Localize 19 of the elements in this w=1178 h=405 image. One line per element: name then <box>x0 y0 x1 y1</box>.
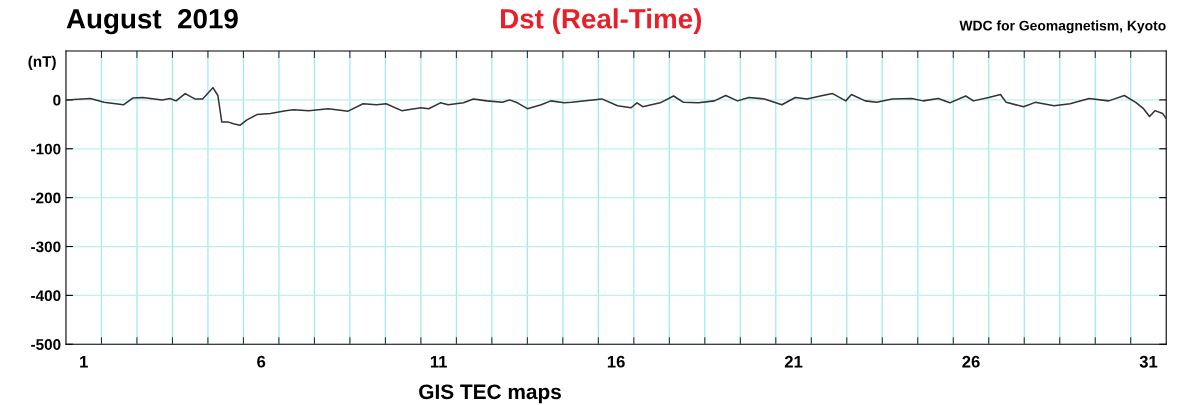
x-tick-label: 26 <box>962 355 980 368</box>
chart-subtitle: August 2019 <box>66 8 238 35</box>
x-tick-label: 21 <box>784 355 803 368</box>
y-tick-label: -100 <box>31 143 61 155</box>
y-tick-label: -500 <box>31 339 61 350</box>
x-tick-label: 16 <box>607 355 625 368</box>
x-tick-label: 6 <box>257 355 266 368</box>
text: GIS TEC maps <box>419 384 561 404</box>
y-tick-label: -200 <box>31 192 61 204</box>
y-tick-label: 0 <box>53 94 61 106</box>
y-tick-label: -400 <box>31 290 61 302</box>
x-tick-label: 11 <box>430 355 447 368</box>
x-tick-label: 1 <box>80 355 88 368</box>
chart-title: Dst (Real-Time) <box>501 8 702 35</box>
line-series <box>65 86 1167 127</box>
y-axis-title: (nT) <box>28 55 56 70</box>
text: WDC for Geomagnetism, Kyoto <box>959 20 1166 34</box>
y-tick-label: -300 <box>31 241 61 253</box>
x-tick-label: 31 <box>1139 355 1158 368</box>
